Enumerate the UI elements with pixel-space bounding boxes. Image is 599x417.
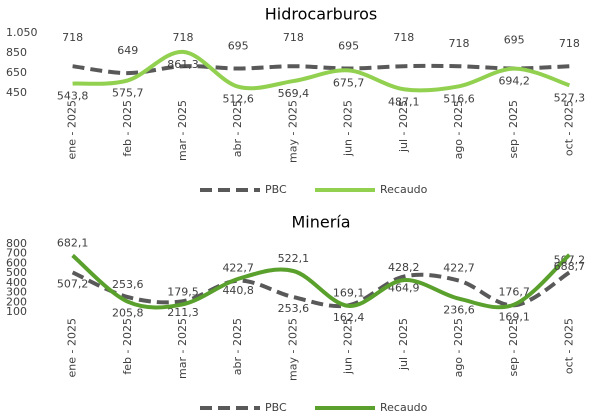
- y-tick-label: 450: [6, 86, 27, 99]
- data-label: 162,4: [333, 311, 365, 324]
- chart-title: Minería: [291, 213, 350, 232]
- x-tick-label: jul - 2025: [397, 100, 410, 153]
- x-tick-label: abr - 2025: [231, 100, 244, 157]
- data-label: 695: [228, 40, 249, 53]
- data-label: 253,6: [112, 278, 144, 291]
- data-label: 211,3: [167, 306, 199, 319]
- data-label: 179,5: [167, 285, 199, 298]
- data-label: 236,6: [443, 304, 475, 317]
- y-tick-label: 400: [6, 276, 27, 289]
- y-tick-label: 850: [6, 46, 27, 59]
- data-label: 861,3: [167, 58, 199, 71]
- data-label: 695: [338, 40, 359, 53]
- y-tick-label: 800: [6, 237, 27, 250]
- data-label: 464,9: [388, 282, 420, 295]
- legend-label: PBC: [265, 401, 287, 414]
- x-tick-label: abr - 2025: [231, 318, 244, 375]
- legend-label: PBC: [265, 183, 287, 196]
- x-tick-label: jul - 2025: [397, 318, 410, 371]
- legend-label: Recaudo: [380, 401, 428, 414]
- data-label: 718: [559, 37, 580, 50]
- x-tick-label: sep - 2025: [507, 318, 520, 376]
- data-label: 253,6: [278, 302, 310, 315]
- x-tick-label: feb - 2025: [121, 100, 134, 157]
- data-label: 169,1: [498, 310, 530, 323]
- x-tick-label: oct - 2025: [562, 100, 575, 156]
- data-label: 527,3: [554, 91, 586, 104]
- data-label: 688,7: [554, 260, 586, 273]
- y-tick-label: 600: [6, 256, 27, 269]
- data-label: 695: [504, 34, 525, 47]
- x-tick-label: ago - 2025: [452, 100, 465, 159]
- series-line: [72, 63, 570, 76]
- series-line: [72, 49, 571, 93]
- data-label: 422,7: [222, 262, 254, 275]
- series-line: [71, 253, 571, 310]
- legend-label: Recaudo: [380, 183, 428, 196]
- series-line: [71, 270, 571, 309]
- x-tick-label: jun - 2025: [342, 318, 355, 375]
- data-label: 675,7: [333, 76, 365, 89]
- x-tick-label: ene - 2025: [66, 318, 79, 377]
- y-tick-label: 700: [6, 247, 27, 260]
- x-tick-label: sep - 2025: [507, 100, 520, 158]
- x-tick-label: ene - 2025: [66, 100, 79, 159]
- data-label: 440,8: [222, 284, 254, 297]
- y-tick-label: 500: [6, 266, 27, 279]
- data-label: 487,1: [388, 95, 420, 108]
- x-tick-label: may - 2025: [286, 100, 299, 163]
- y-tick-label: 200: [6, 295, 27, 308]
- x-tick-label: mar - 2025: [176, 318, 189, 379]
- data-label: 718: [173, 31, 194, 44]
- data-label: 569,4: [278, 87, 310, 100]
- chart-title: Hidrocarburos: [265, 5, 377, 24]
- y-tick-label: 300: [6, 286, 27, 299]
- data-label: 575,7: [112, 86, 144, 99]
- data-label: 682,1: [57, 236, 89, 249]
- data-label: 718: [62, 31, 83, 44]
- x-tick-label: may - 2025: [286, 318, 299, 381]
- data-label: 507,2: [57, 277, 89, 290]
- data-label: 649: [117, 44, 138, 57]
- data-label: 512,6: [222, 93, 254, 106]
- data-label: 428,2: [388, 261, 420, 274]
- x-tick-label: ago - 2025: [452, 318, 465, 377]
- x-tick-label: jun - 2025: [342, 100, 355, 157]
- data-label: 718: [283, 31, 304, 44]
- data-label: 718: [393, 31, 414, 44]
- x-tick-label: oct - 2025: [562, 318, 575, 374]
- x-tick-label: feb - 2025: [121, 318, 134, 375]
- data-label: 694,2: [498, 75, 530, 88]
- y-tick-label: 650: [6, 66, 27, 79]
- data-label: 522,1: [278, 252, 310, 265]
- data-label: 543,8: [57, 90, 89, 103]
- y-tick-label: 1.050: [6, 26, 38, 39]
- x-tick-label: mar - 2025: [176, 100, 189, 161]
- data-label: 205,8: [112, 307, 144, 320]
- data-label: 176,7: [498, 286, 530, 299]
- data-label: 169,1: [333, 286, 365, 299]
- data-label: 718: [449, 37, 470, 50]
- y-tick-label: 100: [6, 305, 27, 318]
- data-label: 516,6: [443, 92, 475, 105]
- data-label: 422,7: [443, 262, 475, 275]
